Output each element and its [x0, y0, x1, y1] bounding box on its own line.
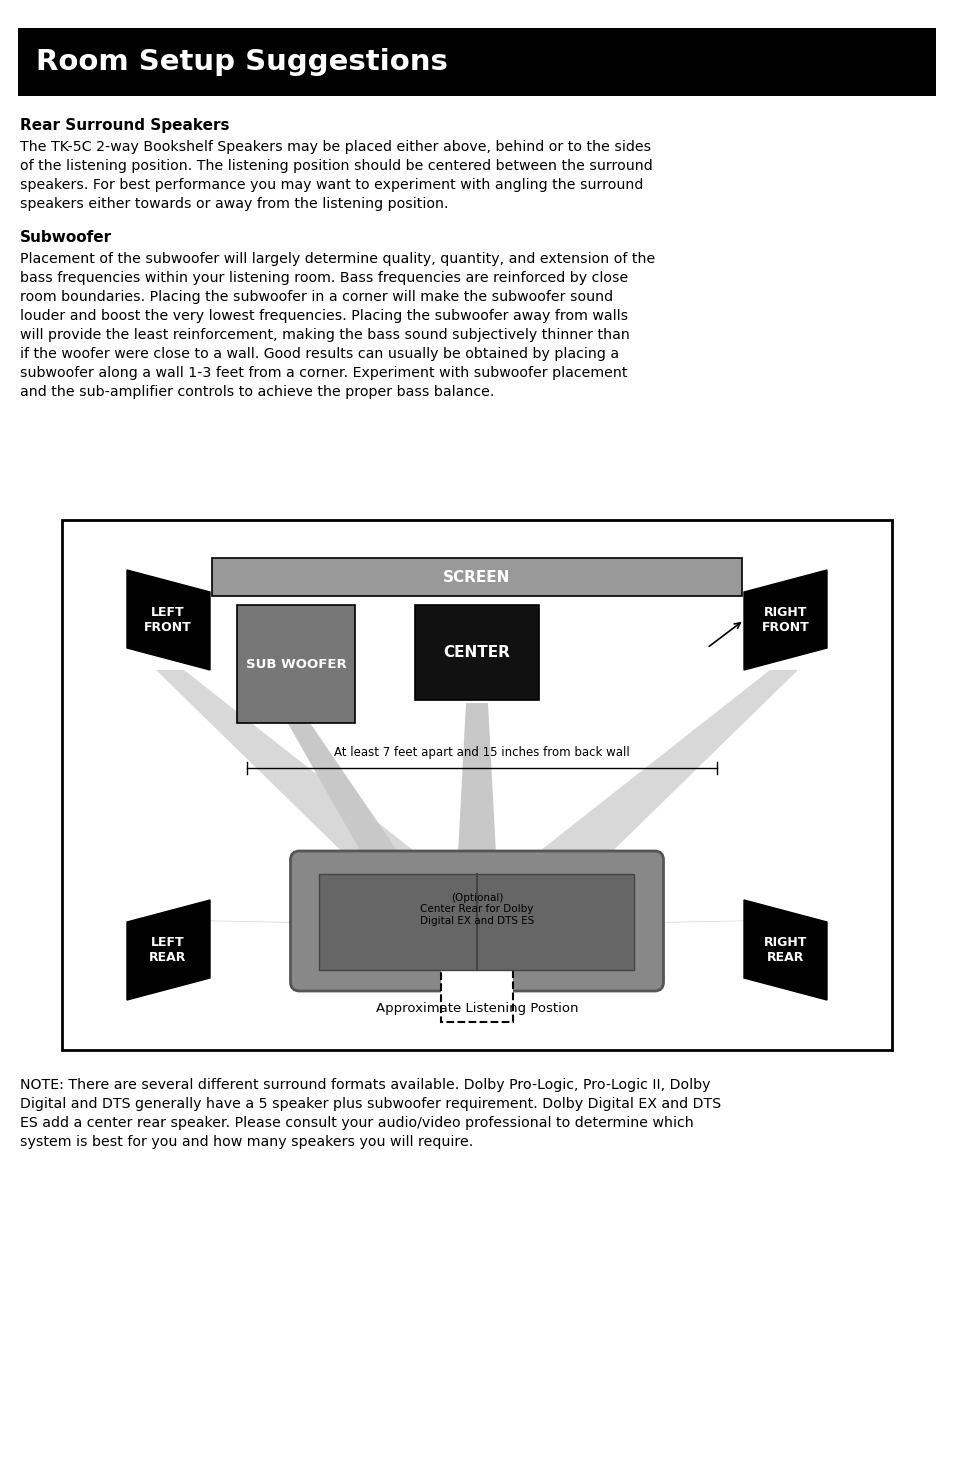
Text: LEFT
REAR: LEFT REAR [150, 935, 187, 965]
Text: louder and boost the very lowest frequencies. Placing the subwoofer away from wa: louder and boost the very lowest frequen… [20, 309, 627, 323]
Text: ES add a center rear speaker. Please consult your audio/video professional to de: ES add a center rear speaker. Please con… [20, 1116, 693, 1131]
Bar [62, 520, 891, 1050]
Bar [440, 932, 513, 1021]
Text: and the sub-amplifier controls to achieve the proper bass balance.: and the sub-amplifier controls to achiev… [20, 385, 494, 399]
Polygon shape [127, 570, 210, 670]
Text: The TK-5C 2-way Bookshelf Speakers may be placed either above, behind or to the : The TK-5C 2-way Bookshelf Speakers may b… [20, 140, 651, 154]
Bar [18, 28, 935, 96]
Text: Placement of the subwoofer will largely determine quality, quantity, and extensi: Placement of the subwoofer will largely … [20, 252, 655, 267]
Text: system is best for you and how many speakers you will require.: system is best for you and how many spea… [20, 1135, 473, 1150]
Text: LEFT
FRONT: LEFT FRONT [144, 606, 192, 634]
Polygon shape [127, 900, 210, 1000]
Text: NOTE: There are several different surround formats available. Dolby Pro-Logic, P: NOTE: There are several different surrou… [20, 1078, 710, 1091]
Text: room boundaries. Placing the subwoofer in a corner will make the subwoofer sound: room boundaries. Placing the subwoofer i… [20, 290, 613, 305]
Text: Subwoofer: Subwoofer [20, 230, 112, 245]
Polygon shape [452, 670, 797, 919]
Text: if the woofer were close to a wall. Good results can usually be obtained by plac: if the woofer were close to a wall. Good… [20, 347, 618, 361]
Text: will provide the least reinforcement, making the bass sound subjectively thinner: will provide the least reinforcement, ma… [20, 328, 629, 342]
Polygon shape [156, 919, 452, 925]
Bar [415, 605, 538, 699]
Polygon shape [156, 670, 501, 919]
FancyBboxPatch shape [291, 851, 662, 991]
Text: (Optional)
Center Rear for Dolby
Digital EX and DTS ES: (Optional) Center Rear for Dolby Digital… [419, 893, 534, 927]
Text: At least 7 feet apart and 15 inches from back wall: At least 7 feet apart and 15 inches from… [334, 746, 629, 759]
Polygon shape [743, 570, 826, 670]
Text: Rear Surround Speakers: Rear Surround Speakers [20, 118, 230, 133]
Text: RIGHT
FRONT: RIGHT FRONT [761, 606, 809, 634]
Text: speakers either towards or away from the listening position.: speakers either towards or away from the… [20, 197, 448, 211]
Text: Digital and DTS generally have a 5 speaker plus subwoofer requirement. Dolby Dig: Digital and DTS generally have a 5 speak… [20, 1097, 720, 1112]
Text: subwoofer along a wall 1-3 feet from a corner. Experiment with subwoofer placeme: subwoofer along a wall 1-3 feet from a c… [20, 366, 627, 380]
Polygon shape [454, 702, 499, 919]
Polygon shape [743, 900, 826, 1000]
Text: RIGHT
REAR: RIGHT REAR [763, 935, 807, 965]
Bar [319, 874, 634, 970]
Text: SUB WOOFER: SUB WOOFER [245, 657, 346, 670]
Text: CENTER: CENTER [443, 645, 510, 660]
Text: SCREEN: SCREEN [443, 570, 510, 584]
Text: of the listening position. The listening position should be centered between the: of the listening position. The listening… [20, 159, 652, 173]
Bar [236, 605, 355, 723]
Bar [212, 558, 741, 596]
Text: speakers. For best performance you may want to experiment with angling the surro: speakers. For best performance you may w… [20, 178, 642, 192]
Polygon shape [286, 720, 444, 919]
Text: Approximate Listening Postion: Approximate Listening Postion [375, 1002, 578, 1016]
Polygon shape [501, 919, 797, 925]
Text: Room Setup Suggestions: Room Setup Suggestions [36, 48, 447, 76]
Text: bass frequencies within your listening room. Bass frequencies are reinforced by : bass frequencies within your listening r… [20, 271, 628, 286]
